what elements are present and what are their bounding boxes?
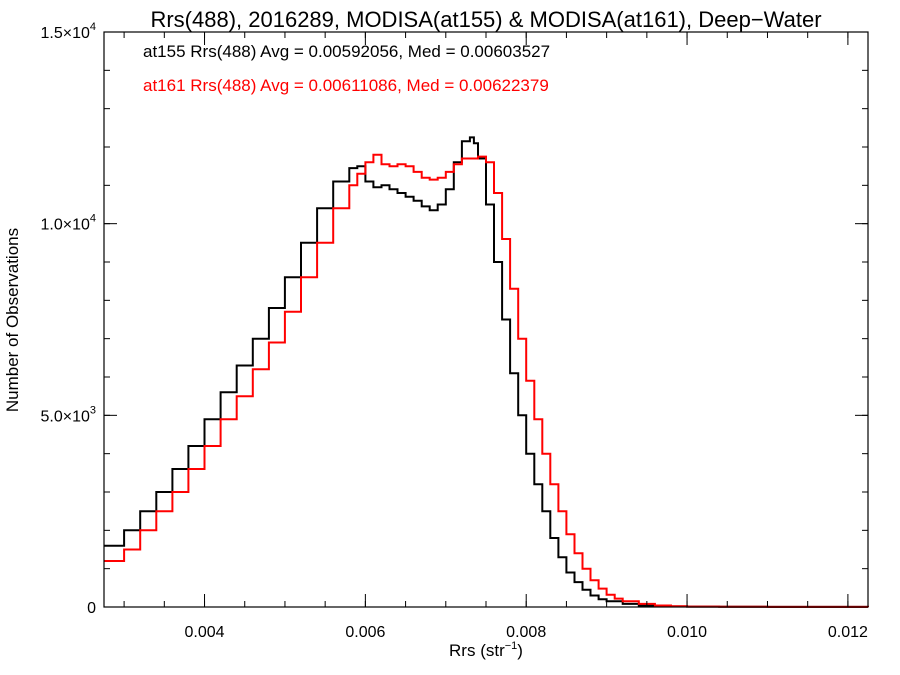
plot-frame xyxy=(103,31,869,608)
x-tick-label: 0.010 xyxy=(667,624,707,641)
x-tick-label: 0.004 xyxy=(185,624,225,641)
x-axis-label: Rrs (str−1) xyxy=(449,640,523,660)
chart-title: Rrs(488), 2016289, MODISA(at155) & MODIS… xyxy=(150,7,821,32)
y-tick-label: 5.0×103 xyxy=(40,404,96,425)
legend-entry-1: at155 Rrs(488) Avg = 0.00592056, Med = 0… xyxy=(143,42,550,61)
y-tick-label: 0 xyxy=(87,600,96,617)
axes-layer: 0.004 0.006 0.008 0.010 0.012 0 5.0×103 1.0×104… xyxy=(40,21,868,641)
y-axis-label: Number of Observations xyxy=(3,228,22,412)
series-line-1 xyxy=(104,136,869,608)
series-layer xyxy=(104,136,869,608)
x-tick-label: 0.008 xyxy=(506,624,546,641)
legend-entry-2: at161 Rrs(488) Avg = 0.00611086, Med = 0… xyxy=(143,76,549,95)
y-tick-label: 1.5×104 xyxy=(40,21,96,42)
x-tick-label: 0.006 xyxy=(345,624,385,641)
legend: at155 Rrs(488) Avg = 0.00592056, Med = 0… xyxy=(143,42,550,95)
x-tick-label: 0.012 xyxy=(828,624,868,641)
series-line-2 xyxy=(104,153,869,608)
y-tick-label: 1.0×104 xyxy=(40,213,96,234)
